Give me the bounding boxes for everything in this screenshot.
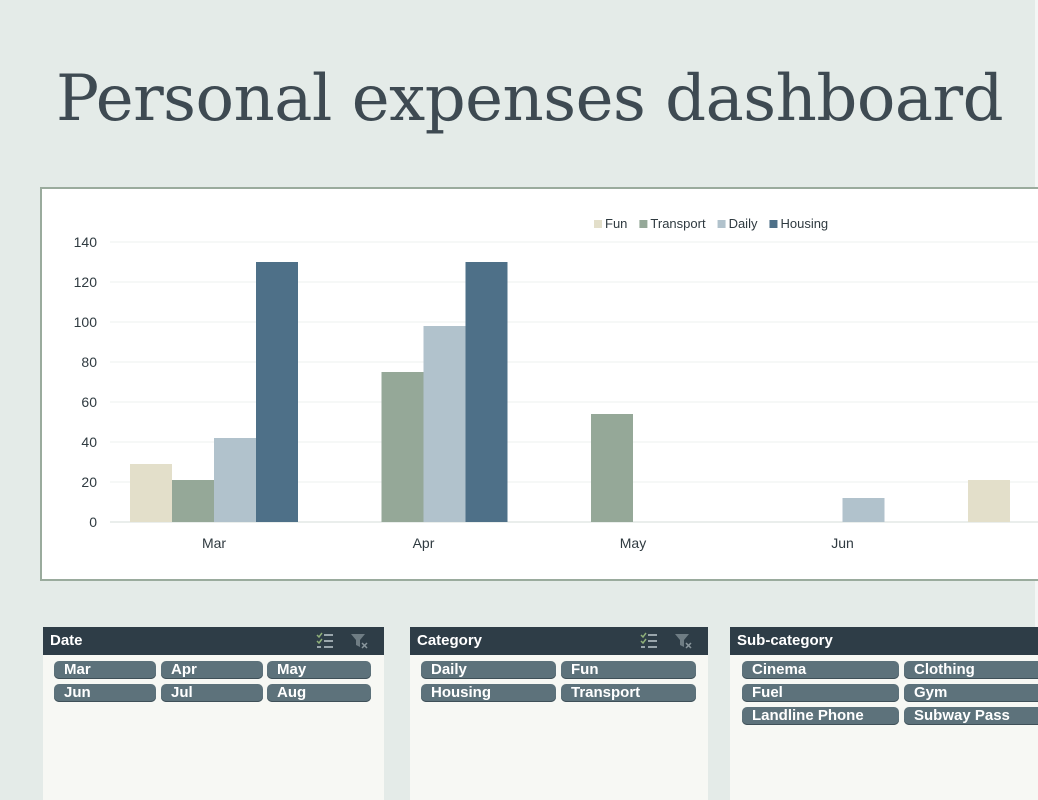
subcategory-filter-subway-pass[interactable]: Subway Pass (904, 707, 1038, 725)
bar-transport (591, 414, 633, 522)
bar-daily (842, 498, 885, 522)
x-tick-label: Mar (202, 535, 226, 551)
y-tick-label: 120 (74, 274, 98, 290)
legend-label: Daily (729, 216, 758, 231)
y-tick-label: 140 (74, 234, 98, 250)
page-title: Personal expenses dashboard (56, 62, 1004, 136)
y-tick-label: 60 (81, 394, 97, 410)
subcategory-filter-cinema[interactable]: Cinema (742, 661, 899, 679)
category-slicer-title: Category (417, 632, 483, 649)
bar-transport (381, 372, 424, 522)
category-slicer: Category Daily Fun Housing Transport (410, 627, 708, 800)
bar-fun (968, 480, 1010, 522)
chart-canvas: 0 20 40 60 80 100 120 140 Mar Apr May Jun Fun Transpo… (74, 216, 1038, 551)
date-slicer-icon-group (316, 632, 368, 649)
subcategory-filter-landline-phone[interactable]: Landline Phone (742, 707, 899, 725)
y-tick-label: 20 (81, 474, 97, 490)
subcategory-slicer: Sub-category Cinema Clothing Fuel Gym La… (730, 627, 1038, 800)
subcategory-slicer-header: Sub-category (730, 627, 1038, 655)
bar-housing (465, 262, 508, 522)
legend-swatch (639, 220, 648, 228)
legend-swatch (594, 220, 602, 228)
category-slicer-icons (638, 632, 698, 660)
date-filter-aug[interactable]: Aug (267, 684, 371, 702)
category-filter-fun[interactable]: Fun (561, 661, 696, 679)
date-filter-may[interactable]: May (267, 661, 371, 679)
y-tick-label: 100 (74, 314, 98, 330)
date-slicer-title: Date (50, 632, 83, 649)
category-slicer-header: Category (410, 627, 708, 655)
legend-label: Fun (605, 216, 627, 231)
date-filter-mar[interactable]: Mar (54, 661, 156, 679)
category-filter-housing[interactable]: Housing (421, 684, 556, 702)
multi-select-icon[interactable] (640, 632, 657, 648)
bar-housing (256, 262, 298, 522)
bar-daily (214, 438, 256, 522)
subcategory-filter-clothing[interactable]: Clothing (904, 661, 1038, 679)
subcategory-filter-fuel[interactable]: Fuel (742, 684, 899, 702)
category-filter-daily[interactable]: Daily (421, 661, 556, 679)
category-filter-transport[interactable]: Transport (561, 684, 696, 702)
legend-swatch (769, 220, 778, 228)
clear-filter-icon[interactable] (675, 634, 692, 649)
clear-filter-icon[interactable] (351, 634, 368, 649)
multi-select-icon[interactable] (316, 632, 333, 648)
date-slicer-icons (314, 632, 374, 660)
date-filter-jul[interactable]: Jul (161, 684, 263, 702)
legend-swatch (717, 220, 726, 228)
date-filter-jun[interactable]: Jun (54, 684, 156, 702)
subcategory-filter-gym[interactable]: Gym (904, 684, 1038, 702)
y-tick-label: 80 (81, 354, 97, 370)
date-filter-apr[interactable]: Apr (161, 661, 263, 679)
y-tick-label: 0 (89, 514, 97, 530)
expenses-chart: 0 20 40 60 80 100 120 140 Mar Apr May Jun Fun Transpo… (40, 187, 1038, 581)
bar-fun (130, 464, 172, 522)
bar-daily (423, 326, 466, 522)
legend-label: Housing (780, 216, 828, 231)
bar-transport (172, 480, 214, 522)
category-slicer-icon-group (640, 632, 692, 649)
x-tick-label: Apr (413, 535, 435, 551)
date-slicer-header: Date (43, 627, 384, 655)
y-tick-label: 40 (81, 434, 97, 450)
legend-label: Transport (650, 216, 706, 231)
x-tick-label: Jun (831, 535, 854, 551)
x-tick-label: May (620, 535, 646, 551)
subcategory-slicer-title: Sub-category (737, 632, 833, 649)
date-slicer: Date Mar Apr May Jun Jul Aug (43, 627, 384, 800)
